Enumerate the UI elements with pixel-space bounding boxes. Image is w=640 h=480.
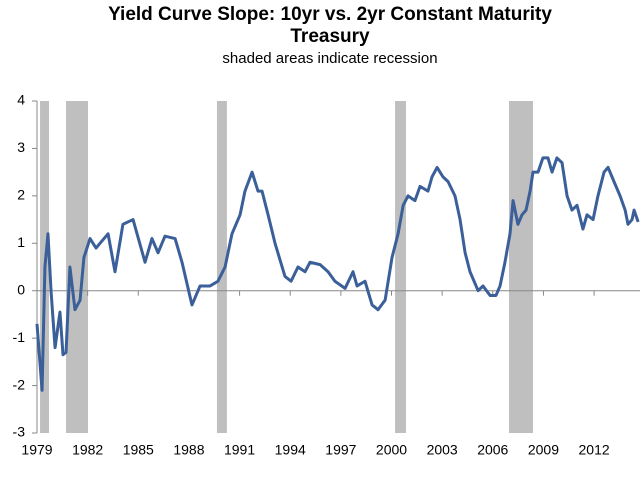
x-tick-label: 1988 [173,442,204,458]
y-tick-label: -1 [13,329,26,345]
y-tick-label: 3 [17,139,25,155]
x-tick-label: 2009 [528,442,559,458]
x-tick-label: 2006 [477,442,508,458]
y-tick-label: -2 [13,376,26,392]
x-tick-label: 2000 [376,442,407,458]
y-tick-label: 1 [17,234,25,250]
chart-title: Yield Curve Slope: 10yr vs. 2yr Constant… [108,4,552,47]
y-tick-label: 0 [17,281,25,297]
recession-band [395,101,407,433]
x-tick-label: 1985 [123,442,154,458]
x-tick-label: 1982 [72,442,103,458]
y-tick-label: 4 [17,92,25,108]
x-tick-label: 1994 [275,442,306,458]
x-tick-label: 2012 [579,442,610,458]
chart-subtitle: shaded areas indicate recession [222,50,438,67]
series-line [35,156,640,392]
recession-band [66,101,88,433]
y-tick-label: -3 [13,424,26,440]
x-tick-label: 2003 [427,442,458,458]
recession-band [509,101,533,433]
recession-band [216,101,227,433]
x-tick-label: 1997 [325,442,356,458]
x-tick-label: 1979 [21,442,52,458]
y-tick-label: 2 [17,187,25,203]
x-tick-label: 1991 [224,442,255,458]
